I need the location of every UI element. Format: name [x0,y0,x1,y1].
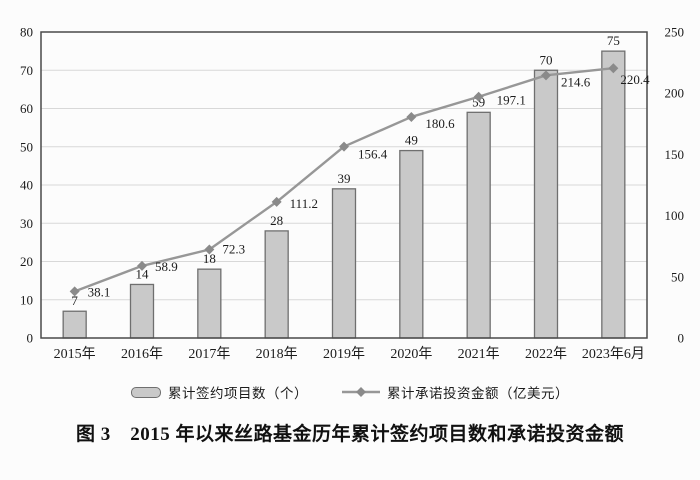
diamond-marker [406,111,417,122]
bar [399,149,424,339]
diamond-marker [473,91,484,102]
bar [331,188,357,339]
diamond-marker [541,70,551,81]
x-axis-category-label: 2023年6月 [582,346,645,362]
x-axis-category-label: 2020年 [390,346,432,362]
right-axis-tick-label: 0 [678,331,685,346]
right-axis-tick-label: 150 [665,147,685,162]
bar [62,310,87,339]
bar [601,50,626,339]
legend-item-projects: 累计签约项目数（个） [131,382,308,402]
legend-item-investment: 累计承诺投资金额（亿美元） [342,382,569,402]
bar-value-label: 49 [405,133,418,148]
line-value-label: 38.1 [88,284,111,299]
left-axis-tick-label: 50 [20,139,33,154]
x-axis-category-label: 2016年 [121,346,163,362]
line-value-label: 72.3 [222,242,245,257]
diamond-marker [608,63,619,74]
bar-value-label: 14 [136,266,150,281]
bar-value-label: 28 [270,213,283,228]
bar-value-label: 18 [203,251,216,266]
bar-swatch-icon [131,386,161,398]
bar-value-label: 75 [607,33,620,48]
right-axis-tick-label: 100 [665,208,685,223]
line-value-label: 111.2 [290,196,318,211]
x-axis-category-label: 2021年 [458,346,500,362]
line-value-label: 156.4 [358,147,388,162]
left-axis-tick-label: 70 [20,63,33,78]
right-axis-tick-label: 250 [665,25,685,40]
right-axis-tick-label: 200 [665,86,685,101]
bar [264,230,289,339]
legend-diamond-icon [356,387,366,397]
line-diamond-swatch-icon [342,387,380,397]
diamond-marker [204,244,215,255]
diamond-marker [339,141,349,152]
x-axis-category-label: 2017年 [188,346,230,362]
right-axis-tick-label: 50 [671,269,684,284]
left-axis-tick-label: 30 [20,216,33,231]
x-axis-category-label: 2019年 [323,346,365,362]
left-axis-tick-label: 20 [20,254,33,269]
bar [197,268,222,339]
legend-label-projects: 累计签约项目数（个） [168,386,308,401]
bar [129,283,155,339]
bar-value-label: 70 [540,52,553,67]
line-value-label: 58.9 [155,259,178,274]
diamond-marker [137,260,147,271]
diamond-marker [271,196,282,207]
x-axis-category-label: 2015年 [54,346,96,362]
bar-value-label: 39 [338,171,351,186]
x-axis-category-label: 2018年 [256,346,298,362]
line-value-label: 220.4 [620,72,650,87]
combo-chart: 7141828394959707538.158.972.3111.2156.41… [20,25,685,363]
left-axis-tick-label: 60 [20,101,33,116]
bar-value-label: 7 [71,293,78,308]
line-value-label: 197.1 [497,93,526,108]
chart-legend: 累计签约项目数（个） 累计承诺投资金额（亿美元） [0,379,700,405]
plot-border [40,31,648,339]
diamond-marker [69,286,80,297]
bar [466,111,491,339]
line-value-label: 214.6 [561,74,591,89]
left-axis-tick-label: 40 [20,178,33,193]
left-axis-tick-label: 80 [20,25,33,40]
left-axis-tick-label: 0 [27,331,34,346]
left-axis-tick-label: 10 [20,292,33,307]
line-value-label: 180.6 [425,116,455,131]
legend-label-investment: 累计承诺投资金额（亿美元） [387,386,569,401]
bar [533,69,559,339]
x-axis-category-label: 2022年 [525,346,567,362]
figure-caption: 图 3 2015 年以来丝路基金历年累计签约项目数和承诺投资金额 [75,424,624,445]
